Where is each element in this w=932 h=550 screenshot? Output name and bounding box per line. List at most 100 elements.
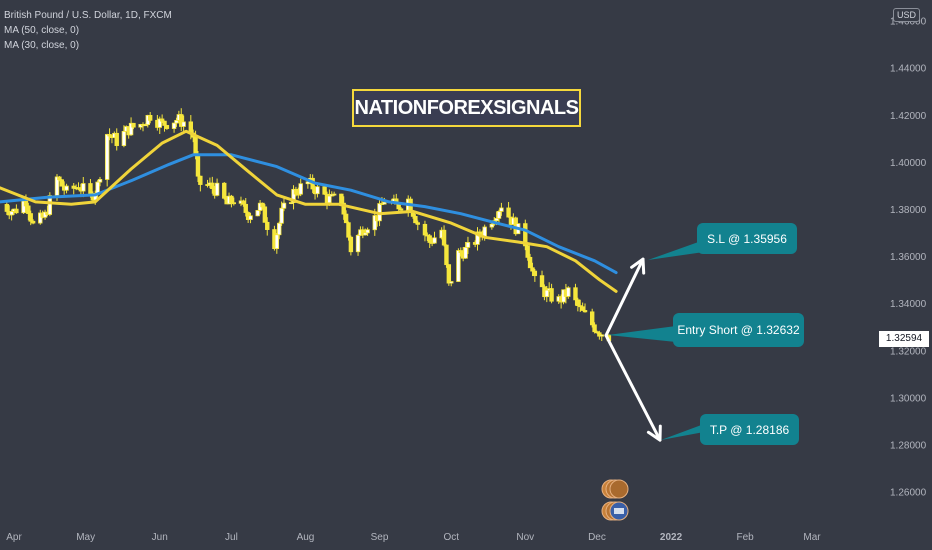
candle-body	[38, 212, 43, 224]
candle-body	[30, 220, 36, 224]
candle-body	[81, 183, 86, 192]
candle-body	[214, 182, 220, 196]
candle-body	[463, 246, 468, 259]
candle-body	[296, 193, 301, 196]
y-tick-label: 1.44000	[890, 64, 927, 75]
candle-body	[147, 115, 153, 121]
candle-body	[489, 223, 495, 228]
candle-body	[413, 215, 418, 224]
candle-body	[159, 118, 165, 122]
candle-body	[331, 193, 337, 196]
event-icons[interactable]	[599, 478, 631, 529]
candle-body	[322, 186, 327, 195]
y-tick-label: 1.40000	[890, 158, 927, 169]
candle-body	[382, 201, 387, 205]
ma30-line	[0, 129, 618, 293]
candle-body	[580, 306, 585, 311]
y-tick-label: 1.28000	[890, 441, 927, 452]
candle-body	[566, 287, 571, 297]
candle-body	[64, 185, 69, 191]
candle-body	[76, 187, 81, 190]
candle-body	[592, 324, 597, 333]
candle-body	[57, 176, 62, 181]
candle-body	[573, 287, 578, 301]
y-tick-label: 1.34000	[890, 299, 927, 310]
candle-body	[346, 222, 351, 238]
stop-loss-arrow-head	[630, 257, 646, 275]
take-profit-callout: T.P @ 1.28186	[700, 414, 799, 445]
candle-body	[372, 215, 377, 231]
candle-body	[128, 122, 134, 136]
take-profit-arrow	[604, 333, 662, 442]
candle-body	[4, 204, 10, 212]
candle-body	[415, 222, 420, 225]
candle-body	[114, 132, 119, 146]
y-tick-label: 1.38000	[890, 205, 927, 216]
candle-body	[499, 207, 504, 212]
x-tick-label: Jul	[225, 532, 238, 543]
candle-body	[265, 221, 270, 230]
y-tick-label: 1.36000	[890, 252, 927, 263]
stop-loss-arrow	[604, 257, 645, 337]
candle-body	[594, 331, 600, 334]
x-tick-label: Nov	[516, 532, 534, 543]
candle-body	[229, 195, 234, 204]
take-profit-arrow-head	[646, 424, 662, 442]
candle-body	[365, 229, 370, 234]
symbol-title: British Pound / U.S. Dollar, 1D, FXCM	[4, 10, 172, 21]
candle-body	[164, 125, 170, 129]
candle-body	[444, 244, 449, 266]
candle-body	[14, 208, 19, 214]
candle-body	[575, 299, 581, 307]
currency-button[interactable]: USD	[893, 8, 921, 22]
candle-body	[121, 130, 127, 146]
candle-body	[597, 332, 602, 337]
candle-body	[143, 124, 148, 127]
candle-body	[506, 207, 511, 218]
stop-loss-pointer	[648, 240, 704, 260]
candle-body	[174, 119, 179, 124]
candle-body	[26, 205, 31, 214]
candle-body	[339, 193, 344, 204]
candle-body	[355, 234, 361, 253]
candle-body	[274, 234, 280, 250]
moving-averages-group	[0, 129, 618, 293]
candle-body	[496, 210, 502, 219]
x-tick-label: 2022	[660, 532, 683, 543]
ma50-line	[0, 153, 618, 275]
candle-body	[243, 203, 248, 213]
candle-body	[255, 210, 260, 217]
x-tick-label: May	[76, 532, 95, 543]
chart-legend: British Pound / U.S. Dollar, 1D, FXCM MA…	[4, 8, 172, 53]
candle-body	[482, 226, 487, 237]
candle-body	[549, 288, 554, 302]
candle-body	[95, 181, 100, 194]
candle-body	[248, 215, 253, 220]
ma30-legend: MA (30, close, 0)	[4, 40, 80, 51]
candle-body	[465, 242, 471, 248]
candle-body	[427, 235, 432, 243]
candle-body	[582, 310, 588, 313]
candle-body	[475, 231, 480, 245]
candle-body	[525, 245, 530, 258]
x-tick-label: Dec	[588, 532, 606, 543]
economic-events-icon[interactable]	[599, 478, 631, 524]
candle-body	[293, 188, 299, 195]
brand-label: NATIONFOREXSIGNALS	[352, 89, 581, 127]
candle-body	[88, 183, 93, 195]
candle-body	[222, 182, 227, 199]
candle-body	[449, 281, 454, 284]
x-tick-label: Oct	[443, 532, 459, 543]
candle-body	[193, 136, 198, 156]
candle-body	[422, 223, 428, 236]
candle-body	[578, 305, 583, 308]
candles-group	[4, 108, 612, 342]
candle-body	[348, 236, 354, 253]
candle-body	[131, 122, 136, 128]
candle-body	[181, 121, 186, 127]
candle-body	[21, 200, 26, 214]
candle-body	[241, 200, 246, 205]
candle-body	[47, 195, 53, 215]
